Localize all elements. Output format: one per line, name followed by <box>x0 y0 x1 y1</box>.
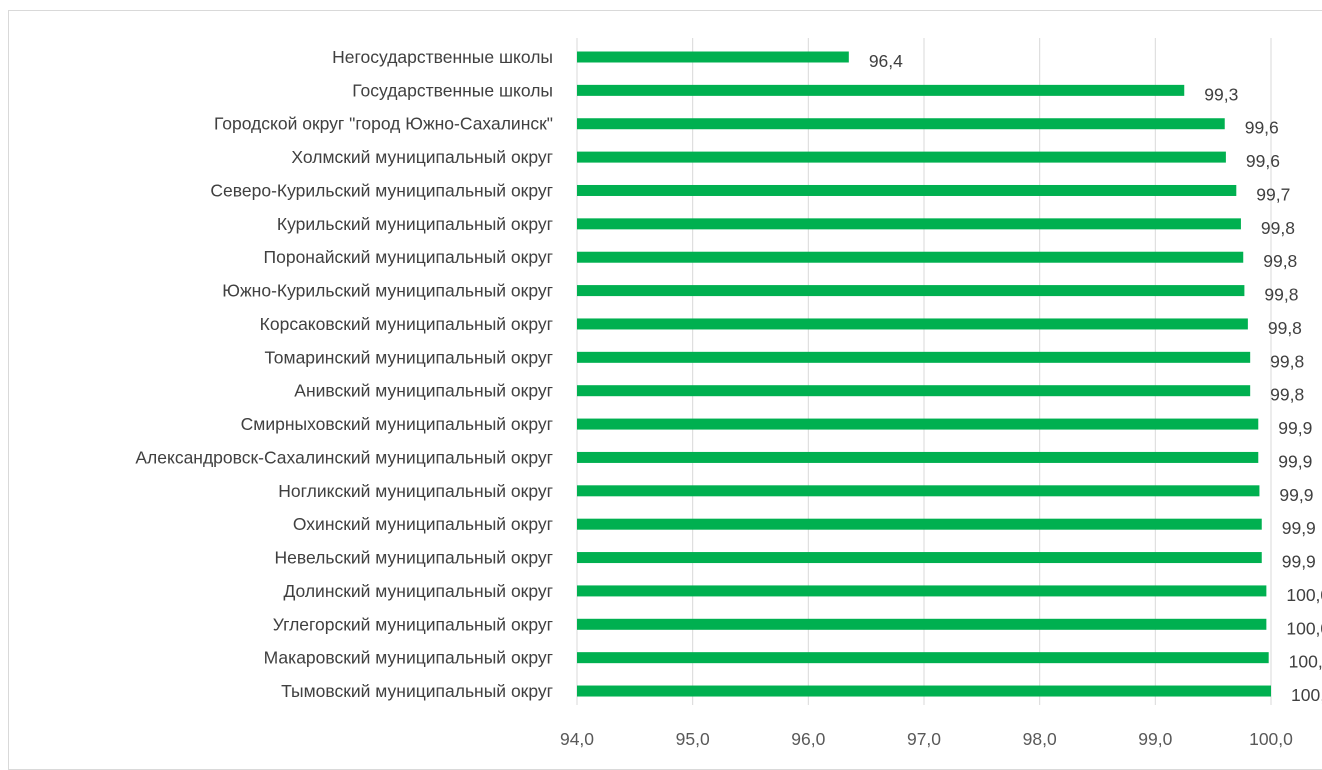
value-label: 96,4 <box>869 51 903 71</box>
x-tick-label: 98,0 <box>1023 729 1057 749</box>
category-label: Курильский муниципальный округ <box>277 214 553 234</box>
bar <box>577 51 849 63</box>
value-label: 99,3 <box>1204 84 1238 104</box>
value-labels: 96,4 99,3 99,6 99,6 99,7 99,8 99,8 99,8 99,8 99,8… <box>869 51 1322 705</box>
category-label: Государственные школы <box>352 80 553 100</box>
value-label: 99,6 <box>1246 151 1280 171</box>
category-label: Холмский муниципальный округ <box>291 147 553 167</box>
value-label: 99,8 <box>1264 285 1298 305</box>
bar <box>577 184 1237 196</box>
value-label: 99,7 <box>1256 184 1290 204</box>
bar <box>577 318 1248 330</box>
value-label: 99,8 <box>1270 385 1304 405</box>
bar <box>577 485 1260 497</box>
bar <box>577 418 1259 430</box>
value-label: 99,8 <box>1261 218 1295 238</box>
value-label: 99,8 <box>1268 318 1302 338</box>
bar <box>577 84 1185 96</box>
category-label: Ногликский муниципальный округ <box>278 481 553 501</box>
value-label: 99,8 <box>1263 251 1297 271</box>
category-label: Южно-Курильский муниципальный округ <box>222 281 553 301</box>
x-tick-label: 100,0 <box>1249 729 1293 749</box>
bar <box>577 585 1267 597</box>
value-label: 99,9 <box>1278 418 1312 438</box>
x-tick-label: 97,0 <box>907 729 941 749</box>
value-label: 99,9 <box>1278 451 1312 471</box>
bar <box>577 618 1267 630</box>
category-label: Макаровский муниципальный округ <box>264 648 553 668</box>
category-label: Охинский муниципальный округ <box>293 514 553 534</box>
category-label: Корсаковский муниципальный округ <box>260 314 553 334</box>
x-tick-label: 99,0 <box>1138 729 1172 749</box>
bar <box>577 218 1241 230</box>
x-tick-label: 95,0 <box>676 729 710 749</box>
bar <box>577 151 1226 163</box>
bar <box>577 518 1262 530</box>
value-label: 99,9 <box>1279 485 1313 505</box>
bar <box>577 652 1269 664</box>
bar <box>577 685 1271 697</box>
category-label: Долинский муниципальный округ <box>283 581 553 601</box>
category-label: Углегорский муниципальный округ <box>273 614 553 634</box>
value-label: 99,8 <box>1270 351 1304 371</box>
value-label: 99,9 <box>1282 552 1316 572</box>
bar <box>577 118 1225 130</box>
category-label: Александровск-Сахалинский муниципальный … <box>135 447 553 467</box>
x-tick-labels: 94,0 95,0 96,0 97,0 98,0 99,0 100,0 <box>560 729 1293 749</box>
bars <box>577 51 1271 697</box>
category-label: Смирныховский муниципальный округ <box>241 414 553 434</box>
category-label: Городской округ "город Южно-Сахалинск" <box>214 114 553 134</box>
category-label: Северо-Курильский муниципальный округ <box>210 180 553 200</box>
category-labels: Негосударственные школы Государственные ш… <box>135 47 553 701</box>
x-tick-label: 94,0 <box>560 729 594 749</box>
value-label: 100,0 <box>1286 618 1322 638</box>
bar <box>577 285 1245 297</box>
value-label: 99,6 <box>1245 118 1279 138</box>
category-label: Невельский муниципальный округ <box>275 548 553 568</box>
gridlines <box>576 38 1272 705</box>
value-label: 100,0 <box>1286 585 1322 605</box>
value-label: 99,9 <box>1282 518 1316 538</box>
category-label: Томаринский муниципальный округ <box>264 347 553 367</box>
bar <box>577 552 1262 564</box>
category-label: Поронайский муниципальный округ <box>264 247 553 267</box>
bar <box>577 351 1251 363</box>
category-label: Негосударственные школы <box>332 47 553 67</box>
bar <box>577 251 1244 263</box>
value-label: 100,0 <box>1289 652 1322 672</box>
bar <box>577 451 1259 463</box>
category-label: Тымовский муниципальный округ <box>281 681 553 701</box>
value-label: 100,0 <box>1291 685 1322 705</box>
bar <box>577 385 1251 397</box>
x-tick-label: 96,0 <box>791 729 825 749</box>
category-label: Анивский муниципальный округ <box>294 381 553 401</box>
